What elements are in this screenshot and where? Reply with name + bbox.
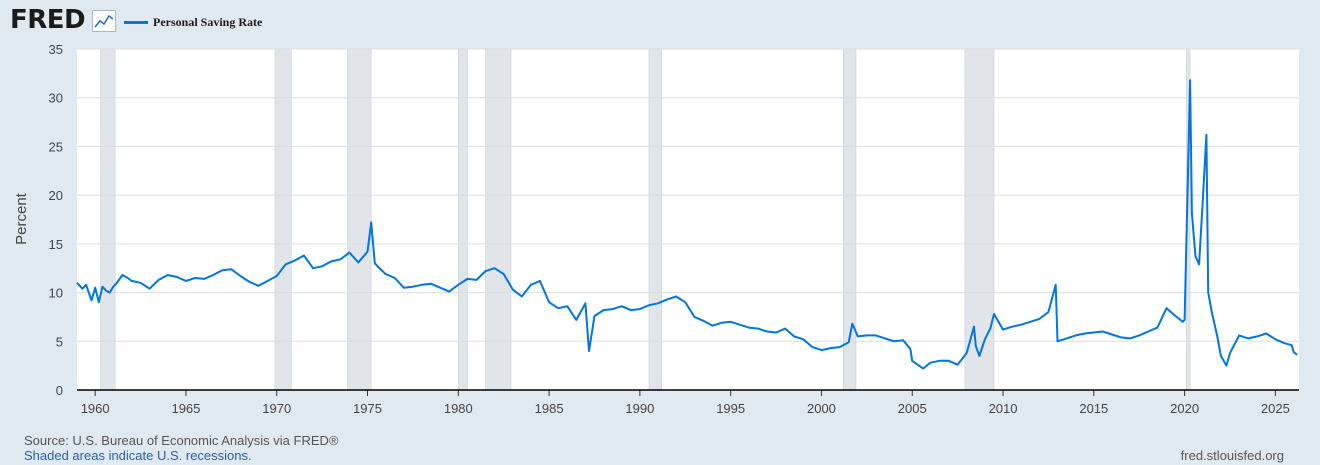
recession-band-3 [347, 48, 372, 391]
x-tick-label-1980: 1980 [444, 401, 473, 416]
fred-logo[interactable]: FRED [10, 5, 86, 35]
recession-band-4 [458, 48, 468, 391]
recession-band-8 [964, 48, 995, 391]
recession-band-2 [274, 48, 292, 391]
y-tick-label-35: 35 [49, 42, 63, 57]
y-tick-label-20: 20 [49, 188, 63, 203]
recession-band-6 [648, 48, 662, 391]
line-chart-icon [92, 10, 116, 32]
x-tick-label-1975: 1975 [353, 401, 382, 416]
recession-band-1 [100, 48, 116, 391]
legend-swatch [124, 20, 148, 24]
y-tick-label-0: 0 [56, 383, 63, 398]
y-tick-label-5: 5 [56, 334, 63, 349]
series-line-personal-saving-rate[interactable] [76, 79, 1298, 370]
x-tick-label-1970: 1970 [262, 401, 291, 416]
y-axis-label: Percent [13, 192, 30, 245]
legend: Personal Saving Rate [124, 12, 262, 32]
x-tick-label-1995: 1995 [716, 401, 745, 416]
gridlines [77, 48, 1299, 342]
y-tick-label-30: 30 [49, 91, 63, 106]
x-axis-ticks: 1960 1965 1970 1975 1980 1985 1990 1995 2000 2005… [81, 390, 1290, 416]
y-tick-label-25: 25 [49, 139, 63, 154]
site-link[interactable]: fred.stlouisfed.org [1180, 448, 1284, 463]
x-tick-label-2025: 2025 [1261, 401, 1290, 416]
y-tick-label-10: 10 [49, 286, 63, 301]
x-tick-label-1960: 1960 [81, 401, 110, 416]
source-note: Source: U.S. Bureau of Economic Analysis… [24, 433, 339, 448]
footer-notes: Source: U.S. Bureau of Economic Analysis… [24, 433, 338, 463]
recession-note[interactable]: Shaded areas indicate U.S. recessions. [24, 448, 252, 463]
plot-area [77, 49, 1299, 390]
x-tick-label-1965: 1965 [171, 401, 200, 416]
x-tick-label-2015: 2015 [1079, 401, 1108, 416]
x-tick-label-2000: 2000 [807, 401, 836, 416]
y-axis-ticks: 0 5 10 15 20 25 30 35 [49, 42, 63, 398]
x-tick-label-1985: 1985 [535, 401, 564, 416]
x-tick-label-2005: 2005 [898, 401, 927, 416]
x-tick-label-2020: 2020 [1170, 401, 1199, 416]
y-tick-label-15: 15 [49, 237, 63, 252]
x-tick-label-1990: 1990 [625, 401, 654, 416]
x-tick-label-2010: 2010 [989, 401, 1018, 416]
recession-band-5 [485, 48, 512, 391]
recession-shading [100, 48, 1191, 391]
chart-header: FRED Personal Saving Rate [0, 0, 1320, 44]
legend-label: Personal Saving Rate [153, 14, 263, 29]
